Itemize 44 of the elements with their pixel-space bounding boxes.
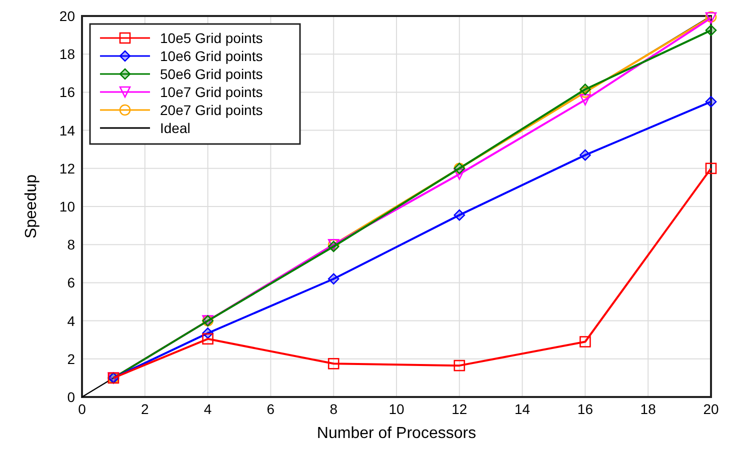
point: [580, 84, 591, 95]
x-tick-label: 6: [266, 401, 275, 417]
y-tick-label: 12: [59, 160, 76, 176]
point: [580, 336, 591, 348]
y-tick-label: 10: [59, 198, 76, 214]
y-tick-label: 18: [59, 46, 76, 62]
y-tick-label: 8: [67, 236, 76, 253]
y-tick-label: 4: [67, 312, 76, 329]
point: [705, 162, 717, 174]
legend-label: 50e6 Grid points: [160, 66, 263, 82]
x-axis-title: Number of Processors: [316, 425, 476, 442]
x-tick-label: 12: [452, 401, 468, 417]
y-axis-title: Speedup: [23, 174, 40, 239]
x-tick-label: 4: [204, 401, 212, 417]
legend-label: 10e6 Grid points: [160, 48, 263, 64]
x-tick-label: 16: [577, 401, 594, 417]
point: [454, 360, 466, 372]
x-tick-label: 8: [330, 401, 338, 417]
x-tick-label: 20: [703, 401, 719, 417]
point: [705, 96, 717, 108]
legend-label: Ideal: [160, 120, 190, 136]
x-tick-label: 10: [388, 401, 404, 417]
point: [202, 333, 214, 345]
point: [454, 168, 466, 180]
x-tick-label: 18: [640, 401, 656, 417]
point: [705, 24, 717, 36]
point: [580, 86, 591, 98]
x-tick-label: 0: [78, 401, 86, 417]
y-tick-label: 14: [59, 122, 76, 138]
y-tick-label: 6: [67, 274, 76, 291]
y-tick-label: 0: [67, 389, 76, 405]
y-tick-label: 2: [67, 350, 76, 367]
y-tick-label: 16: [59, 84, 76, 100]
point: [454, 209, 466, 221]
x-tick-label: 14: [514, 401, 530, 417]
y-tick-label: 20: [59, 8, 76, 24]
point: [328, 358, 340, 370]
legend-label: 10e5 Grid points: [160, 30, 263, 46]
point: [328, 273, 340, 285]
x-tick-label: 2: [141, 401, 149, 417]
point: [580, 94, 591, 106]
legend-label: 20e7 Grid points: [160, 102, 263, 118]
point: [580, 149, 591, 161]
legend-label: 10e7 Grid points: [160, 84, 263, 100]
